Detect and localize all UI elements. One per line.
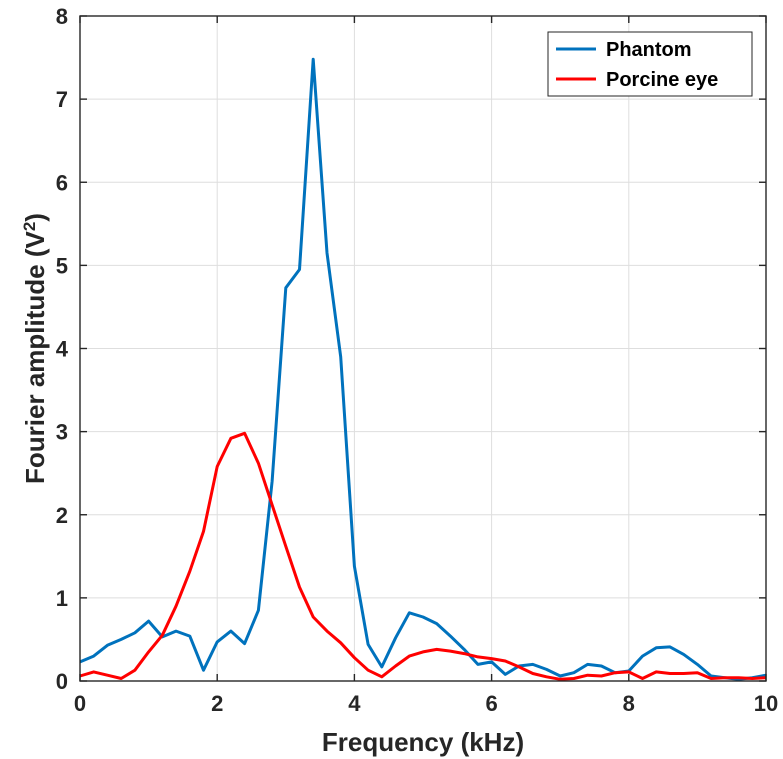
series-line-porcine-eye <box>79 431 767 681</box>
y-tick-label: 2 <box>56 503 68 528</box>
x-tick-label: 10 <box>754 691 778 716</box>
y-tick-label: 5 <box>56 253 68 278</box>
legend-label-phantom: Phantom <box>606 39 692 61</box>
series-lines <box>79 57 767 681</box>
y-tick-label: 0 <box>56 669 68 694</box>
series-line-phantom <box>79 57 767 681</box>
y-axis-label-close: ) <box>20 213 50 222</box>
y-tick-label: 4 <box>56 337 69 362</box>
x-tick-label: 2 <box>211 691 223 716</box>
legend-box <box>547 31 753 97</box>
y-axis-label-main: Fourier amplitude (V <box>20 231 50 484</box>
axis-ticks: 0 2 4 6 8 10 0 1 2 3 4 5 6 7 8 <box>56 4 778 716</box>
y-tick-label: 3 <box>56 420 68 445</box>
y-axis-label-superscript: 2 <box>20 222 39 231</box>
x-axis-label: Frequency (kHz) <box>322 727 524 757</box>
y-axis-label: Fourier amplitude (V2) <box>20 213 51 484</box>
x-tick-label: 8 <box>623 691 635 716</box>
x-tick-label: 0 <box>74 691 86 716</box>
y-tick-label: 1 <box>56 586 68 611</box>
legend-label-porcine-eye: Porcine eye <box>606 69 718 91</box>
y-tick-label: 7 <box>56 87 68 112</box>
y-tick-label: 6 <box>56 170 68 195</box>
legend: Phantom Porcine eye <box>547 31 753 97</box>
x-tick-label: 6 <box>485 691 497 716</box>
x-tick-label: 4 <box>348 691 361 716</box>
y-tick-label: 8 <box>56 4 68 29</box>
